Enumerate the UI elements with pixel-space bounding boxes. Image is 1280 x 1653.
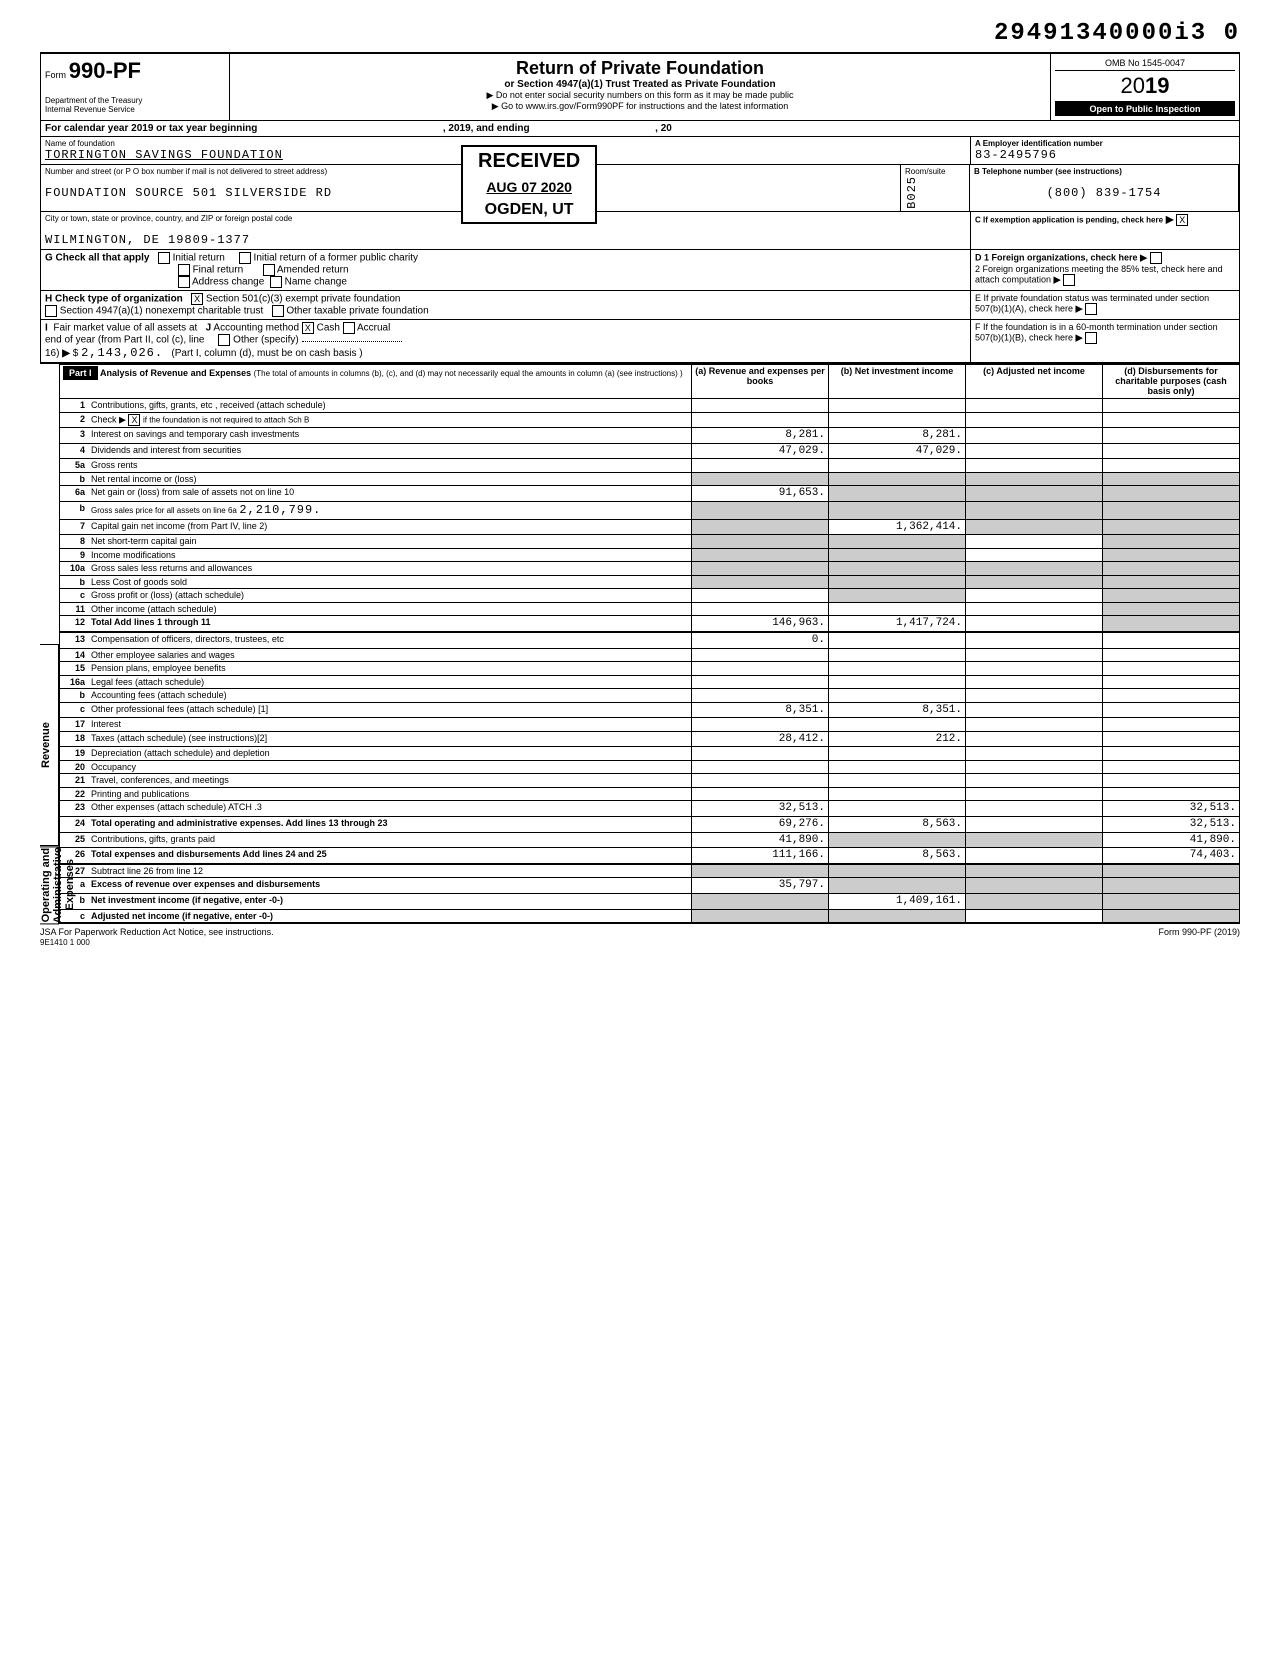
form-header: Form 990-PF Department of the Treasury I… — [40, 52, 1240, 121]
omb-number: OMB No 1545-0047 — [1055, 58, 1235, 71]
col-a-header: (a) Revenue and expenses per books — [692, 364, 829, 398]
form-number: 990-PF — [69, 58, 141, 83]
section-h: H Check type of organization X Section 5… — [41, 291, 971, 319]
section-i-j: I Fair market value of all assets at J A… — [41, 320, 971, 362]
room-value: B025 — [905, 176, 919, 209]
irs-label: Internal Revenue Service — [45, 105, 225, 114]
col-c-header: (c) Adjusted net income — [966, 364, 1103, 398]
section-c: C If exemption application is pending, c… — [971, 212, 1239, 249]
form-prefix: Form — [45, 70, 66, 80]
section-f: F If the foundation is in a 60-month ter… — [971, 320, 1239, 362]
section-g: G Check all that apply Initial return In… — [41, 250, 971, 290]
col-d-header: (d) Disbursements for charitable purpose… — [1103, 364, 1240, 398]
header-sub3: ▶ Go to www.irs.gov/Form990PF for instru… — [234, 101, 1046, 112]
tax-year: 2019 — [1055, 71, 1235, 102]
part1-table: Part I Analysis of Revenue and Expenses … — [59, 364, 1240, 924]
received-stamp: RECEIVED AUG 07 2020 OGDEN, UT — [461, 145, 597, 224]
header-sub2: ▶ Do not enter social security numbers o… — [234, 90, 1046, 101]
dept-treasury: Department of the Treasury — [45, 96, 225, 105]
return-title: Return of Private Foundation — [234, 58, 1046, 79]
calendar-year-line: For calendar year 2019 or tax year begin… — [41, 121, 1239, 136]
phone-label: B Telephone number (see instructions) — [974, 167, 1234, 176]
phone-value: (800) 839-1754 — [974, 186, 1234, 200]
revenue-side-label: Revenue — [40, 644, 59, 846]
public-inspection: Open to Public Inspection — [1055, 102, 1235, 116]
ein-value: 83-2495796 — [975, 148, 1235, 162]
col-b-header: (b) Net investment income — [829, 364, 966, 398]
dln-number: 29491340000i3 0 — [40, 20, 1240, 47]
expenses-side-label: Operating and Administrative Expenses — [40, 846, 59, 924]
part1-label: Part I — [63, 366, 98, 380]
header-sub1: or Section 4947(a)(1) Trust Treated as P… — [234, 79, 1046, 90]
ein-label: A Employer identification number — [975, 139, 1235, 148]
section-e: E If private foundation status was termi… — [971, 291, 1239, 319]
room-label: Room/suite — [905, 167, 965, 176]
page-footer: JSA For Paperwork Reduction Act Notice, … — [40, 924, 1240, 947]
city-value: WILMINGTON, DE 19809-1377 — [45, 233, 966, 247]
section-d: D 1 Foreign organizations, check here ▶ … — [971, 250, 1239, 290]
